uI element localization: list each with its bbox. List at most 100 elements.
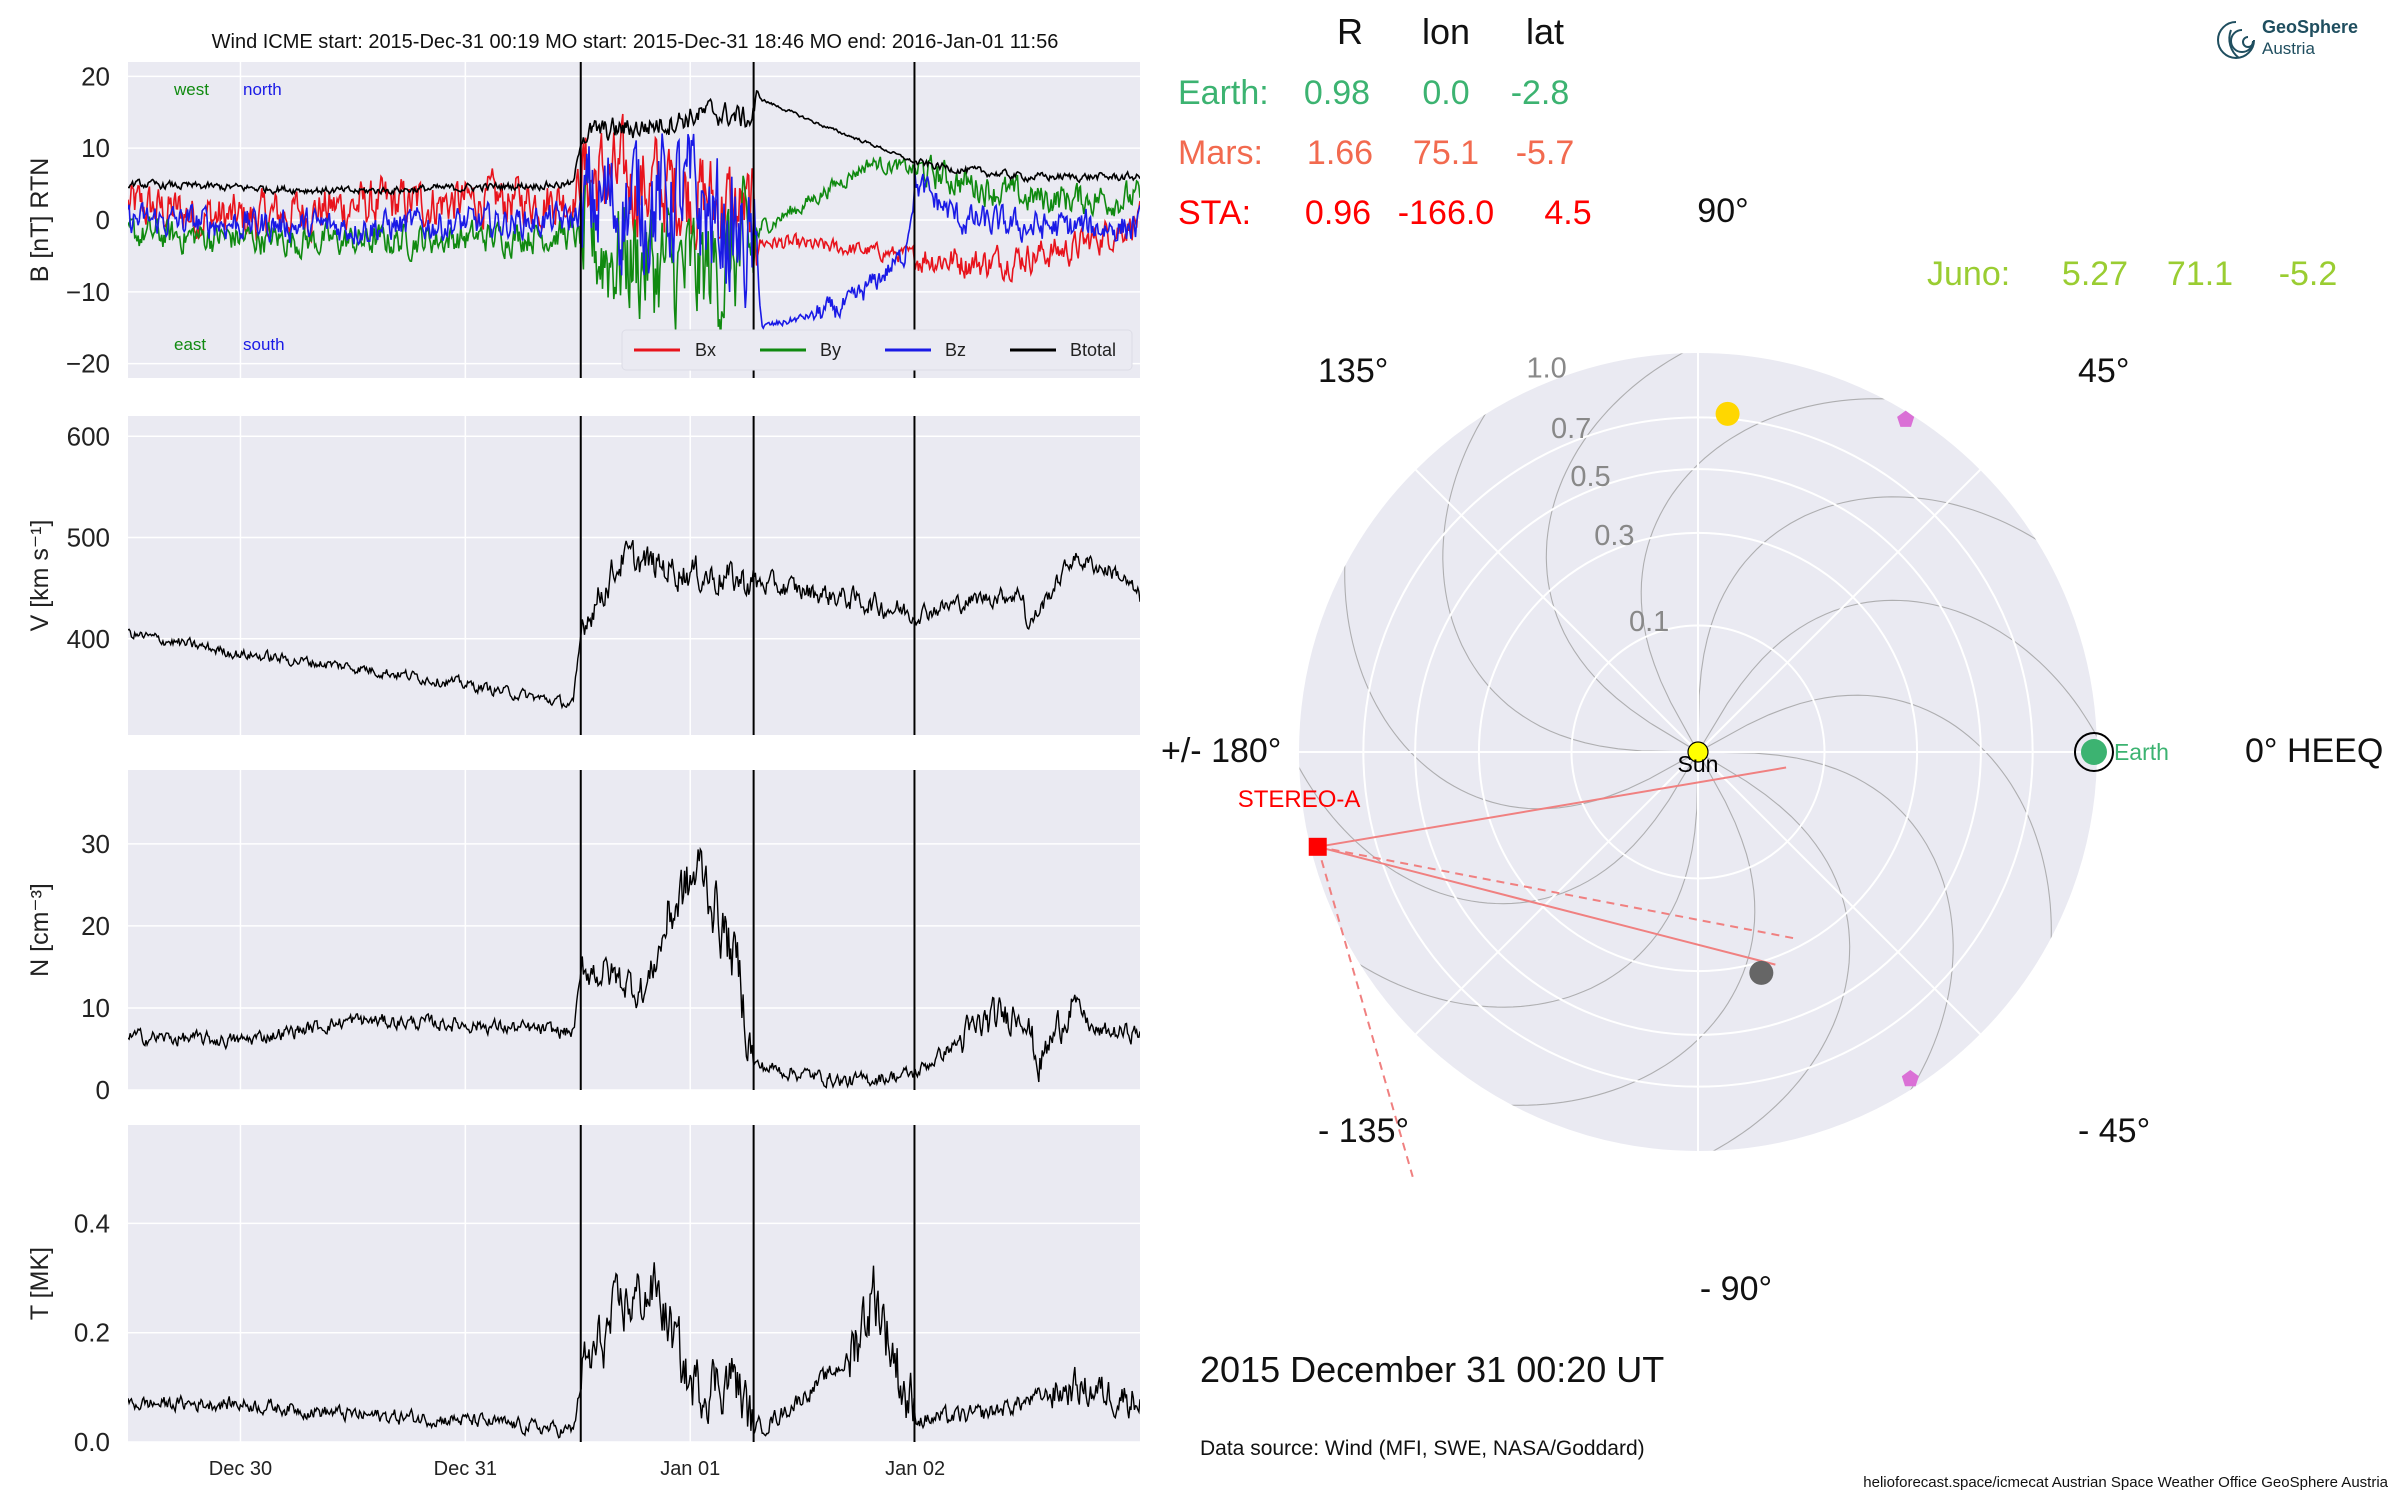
y-tick-label: −20 (66, 349, 110, 379)
body-mercury-marker (1749, 960, 1774, 985)
panel-n: 30 20 10 0 N [cm⁻³] (26, 770, 1140, 1105)
y-axis-label: V [km s⁻¹] (26, 520, 54, 632)
x-tick-label: Jan 01 (660, 1458, 720, 1480)
juno-lon: 71.1 (2167, 255, 2233, 293)
psp-marker (1897, 410, 1915, 427)
fov-line (1317, 845, 1776, 966)
stereo-a-label: STEREO-A (1238, 786, 1361, 813)
sun-label: Sun (1678, 751, 1719, 777)
logo-mark (2217, 21, 2255, 59)
series-line-bz (128, 133, 1140, 331)
radius-tick-label: 0.3 (1594, 520, 1634, 552)
y-axis-label: B [nT] RTN (26, 158, 54, 283)
panel-background (128, 1125, 1140, 1442)
x-axis-ticks: Dec 30 Dec 31 Jan 01 Jan 02 (209, 1458, 945, 1480)
y-tick-label: 10 (81, 133, 110, 163)
north-label: north (243, 80, 282, 99)
legend-label-by: By (820, 340, 841, 360)
table-row-mars-lon: 75.1 (1413, 134, 1479, 172)
juno-lat: -5.2 (2279, 255, 2338, 293)
radius-tick-label: 1.0 (1526, 352, 1566, 384)
table-row-mars-r: 1.66 (1307, 134, 1373, 172)
y-tick-label: 20 (81, 61, 110, 91)
table-header-lat: lat (1526, 11, 1564, 52)
table-row-sta-lon: -166.0 (1398, 194, 1494, 232)
data-source: Data source: Wind (MFI, SWE, NASA/Goddar… (1200, 1437, 1645, 1460)
juno-r: 5.27 (2062, 255, 2128, 293)
series-line-by (128, 154, 1140, 338)
angle-label-m45: - 45° (2078, 1112, 2150, 1150)
east-label: east (174, 335, 206, 354)
angle-label-m90: - 90° (1700, 1270, 1772, 1308)
table-row-sta-r: 0.96 (1305, 194, 1371, 232)
sun-marker (1687, 741, 1709, 763)
credits: helioforecast.space/icmecat Austrian Spa… (1863, 1474, 2388, 1491)
angular-grid-line (1414, 468, 1699, 753)
time-series-panels: 20 10 0 −10 −20 B [nT] RTN 600 500 400 V [km s⁻¹]… (26, 61, 1140, 1457)
legend-label-btotal: Btotal (1070, 340, 1116, 360)
body-venus-marker (1715, 401, 1740, 426)
angle-label-m135: - 135° (1318, 1112, 1409, 1150)
table-header-r: R (1337, 11, 1363, 52)
panel-v: 600 500 400 V [km s⁻¹] (26, 416, 1140, 735)
west-label: west (173, 80, 209, 99)
legend-label-bz: Bz (945, 340, 966, 360)
panel-background (128, 416, 1140, 735)
b-legend: Bx By Bz Btotal (621, 329, 1133, 371)
radius-tick-label: 0.1 (1629, 606, 1669, 638)
fov-line (1317, 766, 1787, 848)
y-tick-label: 500 (67, 523, 110, 553)
psp-marker (1901, 1070, 1919, 1087)
y-axis-label: N [cm⁻³] (26, 883, 54, 977)
table-row-mars-lat: -5.7 (1516, 134, 1575, 172)
y-tick-label: 0.0 (74, 1427, 110, 1457)
earth-label: Earth (2114, 739, 2169, 765)
y-tick-label: −10 (66, 277, 110, 307)
earth-ring (2073, 732, 2114, 772)
position-table: R lon lat Earth: 0.98 0.0 -2.8 Mars: 1.6… (1178, 11, 2337, 293)
radius-tick-label: 0.5 (1570, 461, 1610, 493)
event-header: Wind ICME start: 2015-Dec-31 00:19 MO st… (212, 31, 1059, 53)
polar-plot: 0.1 0.3 0.5 0.7 1.0 Sun Earth STEREO-A (1238, 351, 2169, 1178)
angle-label-135: 135° (1318, 352, 1388, 390)
fov-line (1316, 846, 1414, 1178)
y-tick-label: 600 (67, 421, 110, 451)
table-row-earth-r: 0.98 (1304, 74, 1370, 112)
x-tick-label: Dec 30 (209, 1458, 272, 1480)
panel-background (128, 770, 1140, 1090)
y-tick-label: 0.2 (74, 1318, 110, 1348)
y-tick-label: 0 (96, 205, 110, 235)
y-tick-label: 30 (81, 829, 110, 859)
polar-angle-labels: 0° HEEQ 45° 90° 135° +/- 180° - 135° - 9… (1161, 192, 2383, 1308)
angular-grid-line (1697, 751, 1982, 1036)
angular-grid-line (1697, 468, 1982, 753)
south-label: south (243, 335, 285, 354)
geosphere-logo: GeoSphere Austria (2217, 17, 2358, 59)
table-row-earth-lon: 0.0 (1422, 74, 1469, 112)
table-header-lon: lon (1422, 11, 1470, 52)
table-row-mars-name: Mars: (1178, 134, 1263, 172)
angle-label-180: +/- 180° (1161, 732, 1281, 770)
angle-label-90: 90° (1697, 192, 1748, 230)
series-line-v (128, 540, 1140, 710)
fov-line (1317, 845, 1798, 940)
legend-label-bx: Bx (695, 340, 716, 360)
table-row-earth-lat: -2.8 (1511, 74, 1570, 112)
y-tick-label: 0.4 (74, 1208, 110, 1238)
juno-name: Juno: (1927, 255, 2010, 293)
y-tick-label: 0 (96, 1075, 110, 1105)
panel-b: 20 10 0 −10 −20 B [nT] RTN (26, 61, 1140, 379)
table-row-sta-lat: 4.5 (1544, 194, 1591, 232)
y-tick-label: 20 (81, 911, 110, 941)
x-tick-label: Jan 02 (885, 1458, 945, 1480)
panel-t: 0.4 0.2 0.0 T [MK] (26, 1125, 1140, 1457)
series-line-n (128, 846, 1140, 1090)
legend-box (621, 329, 1133, 371)
stereo-a-marker (1308, 837, 1327, 856)
stereo-a-fov-lines (1316, 766, 1798, 1178)
table-row-sta-name: STA: (1178, 194, 1251, 232)
table-row-earth-name: Earth: (1178, 74, 1269, 112)
y-tick-label: 10 (81, 993, 110, 1023)
b-panel-annotations: west north east south (173, 80, 285, 354)
